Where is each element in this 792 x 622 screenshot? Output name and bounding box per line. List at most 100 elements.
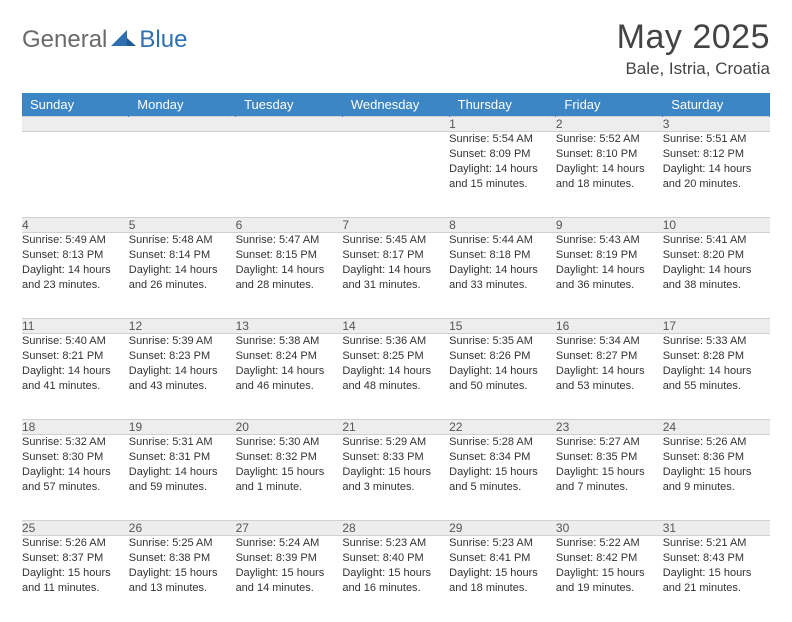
day-info-row: Sunrise: 5:40 AMSunset: 8:21 PMDaylight:… (22, 334, 770, 420)
day-number-cell: 27 (236, 521, 343, 536)
day-number-cell: 19 (129, 420, 236, 435)
sunset-text: Sunset: 8:33 PM (342, 450, 449, 465)
sunset-text: Sunset: 8:14 PM (129, 248, 236, 263)
day-number-cell: 13 (236, 319, 343, 334)
logo-triangle-icon (111, 28, 137, 53)
daylight-text: Daylight: 15 hours and 3 minutes. (342, 465, 449, 495)
sunset-text: Sunset: 8:31 PM (129, 450, 236, 465)
day-number-cell: 1 (449, 117, 556, 132)
sunrise-text: Sunrise: 5:31 AM (129, 435, 236, 450)
sunrise-text: Sunrise: 5:36 AM (342, 334, 449, 349)
sunset-text: Sunset: 8:12 PM (663, 147, 770, 162)
sunrise-text: Sunrise: 5:32 AM (22, 435, 129, 450)
daylight-text: Daylight: 15 hours and 11 minutes. (22, 566, 129, 596)
sunrise-text: Sunrise: 5:27 AM (556, 435, 663, 450)
daylight-text: Daylight: 14 hours and 33 minutes. (449, 263, 556, 293)
day-number-cell: 11 (22, 319, 129, 334)
day-number-cell: 29 (449, 521, 556, 536)
sunset-text: Sunset: 8:13 PM (22, 248, 129, 263)
day-info-cell (236, 132, 343, 218)
sunrise-text: Sunrise: 5:47 AM (236, 233, 343, 248)
sunset-text: Sunset: 8:10 PM (556, 147, 663, 162)
daylight-text: Daylight: 15 hours and 13 minutes. (129, 566, 236, 596)
sunset-text: Sunset: 8:26 PM (449, 349, 556, 364)
sunset-text: Sunset: 8:38 PM (129, 551, 236, 566)
day-number-cell: 30 (556, 521, 663, 536)
day-number-cell: 22 (449, 420, 556, 435)
sunrise-text: Sunrise: 5:23 AM (342, 536, 449, 551)
day-info-cell: Sunrise: 5:41 AMSunset: 8:20 PMDaylight:… (663, 233, 770, 319)
sunset-text: Sunset: 8:21 PM (22, 349, 129, 364)
weekday-header: Friday (556, 93, 663, 117)
day-info-cell: Sunrise: 5:25 AMSunset: 8:38 PMDaylight:… (129, 536, 236, 622)
weekday-header-row: SundayMondayTuesdayWednesdayThursdayFrid… (22, 93, 770, 117)
sunset-text: Sunset: 8:32 PM (236, 450, 343, 465)
sunrise-text: Sunrise: 5:34 AM (556, 334, 663, 349)
day-info-cell: Sunrise: 5:29 AMSunset: 8:33 PMDaylight:… (342, 435, 449, 521)
sunrise-text: Sunrise: 5:23 AM (449, 536, 556, 551)
day-number-cell: 7 (342, 218, 449, 233)
sunrise-text: Sunrise: 5:43 AM (556, 233, 663, 248)
day-number-cell: 4 (22, 218, 129, 233)
daylight-text: Daylight: 14 hours and 46 minutes. (236, 364, 343, 394)
day-info-cell: Sunrise: 5:48 AMSunset: 8:14 PMDaylight:… (129, 233, 236, 319)
weekday-header: Saturday (663, 93, 770, 117)
sunset-text: Sunset: 8:09 PM (449, 147, 556, 162)
sunset-text: Sunset: 8:17 PM (342, 248, 449, 263)
sunset-text: Sunset: 8:40 PM (342, 551, 449, 566)
daylight-text: Daylight: 14 hours and 59 minutes. (129, 465, 236, 495)
daylight-text: Daylight: 14 hours and 15 minutes. (449, 162, 556, 192)
daylight-text: Daylight: 15 hours and 14 minutes. (236, 566, 343, 596)
day-info-cell: Sunrise: 5:36 AMSunset: 8:25 PMDaylight:… (342, 334, 449, 420)
weekday-header: Sunday (22, 93, 129, 117)
day-number-cell: 12 (129, 319, 236, 334)
sunset-text: Sunset: 8:28 PM (663, 349, 770, 364)
day-number-cell: 14 (342, 319, 449, 334)
day-info-cell (129, 132, 236, 218)
day-info-cell: Sunrise: 5:33 AMSunset: 8:28 PMDaylight:… (663, 334, 770, 420)
sunrise-text: Sunrise: 5:35 AM (449, 334, 556, 349)
sunset-text: Sunset: 8:19 PM (556, 248, 663, 263)
day-info-cell (22, 132, 129, 218)
day-info-cell: Sunrise: 5:23 AMSunset: 8:41 PMDaylight:… (449, 536, 556, 622)
day-info-cell: Sunrise: 5:34 AMSunset: 8:27 PMDaylight:… (556, 334, 663, 420)
sunrise-text: Sunrise: 5:44 AM (449, 233, 556, 248)
sunset-text: Sunset: 8:37 PM (22, 551, 129, 566)
day-number-cell: 15 (449, 319, 556, 334)
day-info-row: Sunrise: 5:32 AMSunset: 8:30 PMDaylight:… (22, 435, 770, 521)
sunrise-text: Sunrise: 5:38 AM (236, 334, 343, 349)
sunset-text: Sunset: 8:43 PM (663, 551, 770, 566)
sunrise-text: Sunrise: 5:54 AM (449, 132, 556, 147)
sunrise-text: Sunrise: 5:49 AM (22, 233, 129, 248)
sunrise-text: Sunrise: 5:48 AM (129, 233, 236, 248)
daylight-text: Daylight: 14 hours and 53 minutes. (556, 364, 663, 394)
weekday-header: Tuesday (236, 93, 343, 117)
daylight-text: Daylight: 14 hours and 43 minutes. (129, 364, 236, 394)
day-info-cell: Sunrise: 5:47 AMSunset: 8:15 PMDaylight:… (236, 233, 343, 319)
month-title: May 2025 (617, 18, 770, 57)
sunrise-text: Sunrise: 5:52 AM (556, 132, 663, 147)
day-number-cell: 18 (22, 420, 129, 435)
logo: General Blue (22, 18, 187, 54)
day-number-cell: 25 (22, 521, 129, 536)
daylight-text: Daylight: 14 hours and 38 minutes. (663, 263, 770, 293)
sunrise-text: Sunrise: 5:45 AM (342, 233, 449, 248)
day-number-cell: 17 (663, 319, 770, 334)
weekday-header: Monday (129, 93, 236, 117)
sunset-text: Sunset: 8:15 PM (236, 248, 343, 263)
sunrise-text: Sunrise: 5:26 AM (663, 435, 770, 450)
day-info-cell: Sunrise: 5:28 AMSunset: 8:34 PMDaylight:… (449, 435, 556, 521)
day-number-cell: 31 (663, 521, 770, 536)
daylight-text: Daylight: 15 hours and 19 minutes. (556, 566, 663, 596)
day-info-cell: Sunrise: 5:43 AMSunset: 8:19 PMDaylight:… (556, 233, 663, 319)
day-number-cell: 3 (663, 117, 770, 132)
day-info-cell: Sunrise: 5:40 AMSunset: 8:21 PMDaylight:… (22, 334, 129, 420)
day-number-cell: 20 (236, 420, 343, 435)
day-info-cell: Sunrise: 5:31 AMSunset: 8:31 PMDaylight:… (129, 435, 236, 521)
daylight-text: Daylight: 14 hours and 48 minutes. (342, 364, 449, 394)
daylight-text: Daylight: 14 hours and 50 minutes. (449, 364, 556, 394)
daylight-text: Daylight: 14 hours and 41 minutes. (22, 364, 129, 394)
daylight-text: Daylight: 14 hours and 57 minutes. (22, 465, 129, 495)
weekday-header: Wednesday (342, 93, 449, 117)
day-number-cell: 5 (129, 218, 236, 233)
